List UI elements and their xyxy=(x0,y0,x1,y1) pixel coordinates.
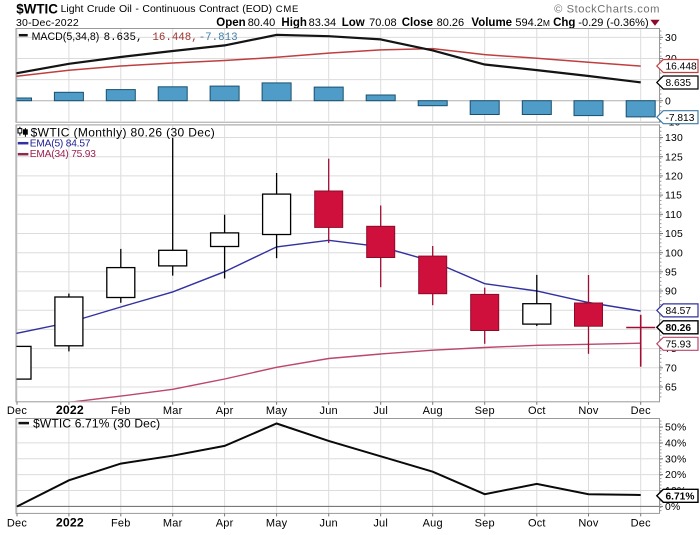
svg-text:8.635,: 8.635, xyxy=(104,32,143,44)
svg-text:Dec: Dec xyxy=(7,517,27,529)
svg-text:30-Dec-2022: 30-Dec-2022 xyxy=(16,17,79,29)
svg-text:80.26: 80.26 xyxy=(666,323,692,334)
svg-text:40%: 40% xyxy=(665,439,686,450)
svg-text:Mar: Mar xyxy=(163,517,183,529)
svg-text:Dec: Dec xyxy=(631,405,651,417)
svg-text:50%: 50% xyxy=(665,423,686,434)
svg-text:30: 30 xyxy=(665,33,677,44)
svg-text:CME: CME xyxy=(276,4,300,15)
svg-text:Volume: Volume xyxy=(471,17,512,29)
svg-text:Feb: Feb xyxy=(111,517,131,529)
svg-text:Low: Low xyxy=(342,17,365,29)
svg-text:16.448: 16.448 xyxy=(666,62,697,73)
svg-text:20%: 20% xyxy=(665,470,686,481)
svg-text:105: 105 xyxy=(665,229,683,240)
svg-text:Oct: Oct xyxy=(528,517,546,529)
svg-text:-7.813: -7.813 xyxy=(199,32,238,44)
svg-text:90: 90 xyxy=(665,287,677,298)
svg-text:-7.813: -7.813 xyxy=(666,113,695,124)
svg-text:Open: Open xyxy=(216,17,245,29)
svg-text:High: High xyxy=(281,17,307,29)
svg-text:6.71%: 6.71% xyxy=(666,492,695,503)
svg-text:Dec: Dec xyxy=(7,405,27,417)
svg-text:Chg: Chg xyxy=(553,17,575,29)
svg-text:16.448,: 16.448, xyxy=(152,32,197,44)
svg-text:Nov: Nov xyxy=(578,517,598,529)
svg-text:Jun: Jun xyxy=(320,405,338,417)
svg-text:MACD(5,34,8): MACD(5,34,8) xyxy=(32,31,100,43)
svg-text:80.40: 80.40 xyxy=(248,17,276,29)
svg-text:75.93: 75.93 xyxy=(666,340,692,351)
svg-text:© StockCharts.com: © StockCharts.com xyxy=(554,4,660,16)
svg-text:83.34: 83.34 xyxy=(309,17,337,29)
svg-text:$WTIC 6.71% (30 Dec): $WTIC 6.71% (30 Dec) xyxy=(33,417,160,431)
svg-text:Close: Close xyxy=(402,17,433,29)
svg-text:Jun: Jun xyxy=(320,517,338,529)
svg-text:EMA(34) 75.93: EMA(34) 75.93 xyxy=(30,149,96,160)
svg-text:594.2M: 594.2M xyxy=(515,17,550,29)
svg-text:0%: 0% xyxy=(665,502,680,513)
svg-text:-0.29 (-0.36%): -0.29 (-0.36%) xyxy=(578,17,648,29)
svg-text:95: 95 xyxy=(665,267,677,278)
svg-text:Feb: Feb xyxy=(111,405,131,417)
svg-text:Jul: Jul xyxy=(373,517,388,529)
svg-text:30%: 30% xyxy=(665,454,686,465)
svg-text:Jul: Jul xyxy=(373,405,388,417)
svg-text:EMA(5) 84.57: EMA(5) 84.57 xyxy=(30,138,91,149)
svg-text:$WTIC (Monthly) 80.26 (30 Dec): $WTIC (Monthly) 80.26 (30 Dec) xyxy=(31,126,216,140)
svg-text:Nov: Nov xyxy=(578,405,598,417)
svg-text:$WTIC: $WTIC xyxy=(16,1,58,16)
svg-text:Sep: Sep xyxy=(475,405,495,417)
svg-text:Mar: Mar xyxy=(163,405,183,417)
svg-text:130: 130 xyxy=(665,133,683,144)
svg-text:115: 115 xyxy=(665,191,682,202)
svg-text:84.57: 84.57 xyxy=(666,306,692,317)
svg-text:May: May xyxy=(266,517,288,529)
svg-text:120: 120 xyxy=(665,172,683,183)
svg-text:125: 125 xyxy=(665,152,683,163)
svg-text:Aug: Aug xyxy=(423,405,443,417)
svg-text:Sep: Sep xyxy=(475,517,495,529)
svg-text:110: 110 xyxy=(665,210,682,221)
svg-text:Dec: Dec xyxy=(631,517,651,529)
svg-text:100: 100 xyxy=(665,248,683,259)
svg-text:80.26: 80.26 xyxy=(437,17,465,29)
svg-text:Light Crude Oil - Continuous C: Light Crude Oil - Continuous Contract (E… xyxy=(61,3,272,15)
svg-text:Aug: Aug xyxy=(423,517,443,529)
svg-text:8.635: 8.635 xyxy=(666,78,692,89)
svg-text:0: 0 xyxy=(665,96,671,107)
svg-text:2022: 2022 xyxy=(56,403,84,417)
svg-text:May: May xyxy=(266,405,288,417)
svg-text:2022: 2022 xyxy=(56,515,84,529)
svg-text:70: 70 xyxy=(665,363,677,374)
svg-text:65: 65 xyxy=(665,383,677,394)
svg-text:Oct: Oct xyxy=(528,405,546,417)
svg-text:Apr: Apr xyxy=(216,517,234,529)
svg-text:Apr: Apr xyxy=(216,405,234,417)
svg-text:70.08: 70.08 xyxy=(369,17,397,29)
